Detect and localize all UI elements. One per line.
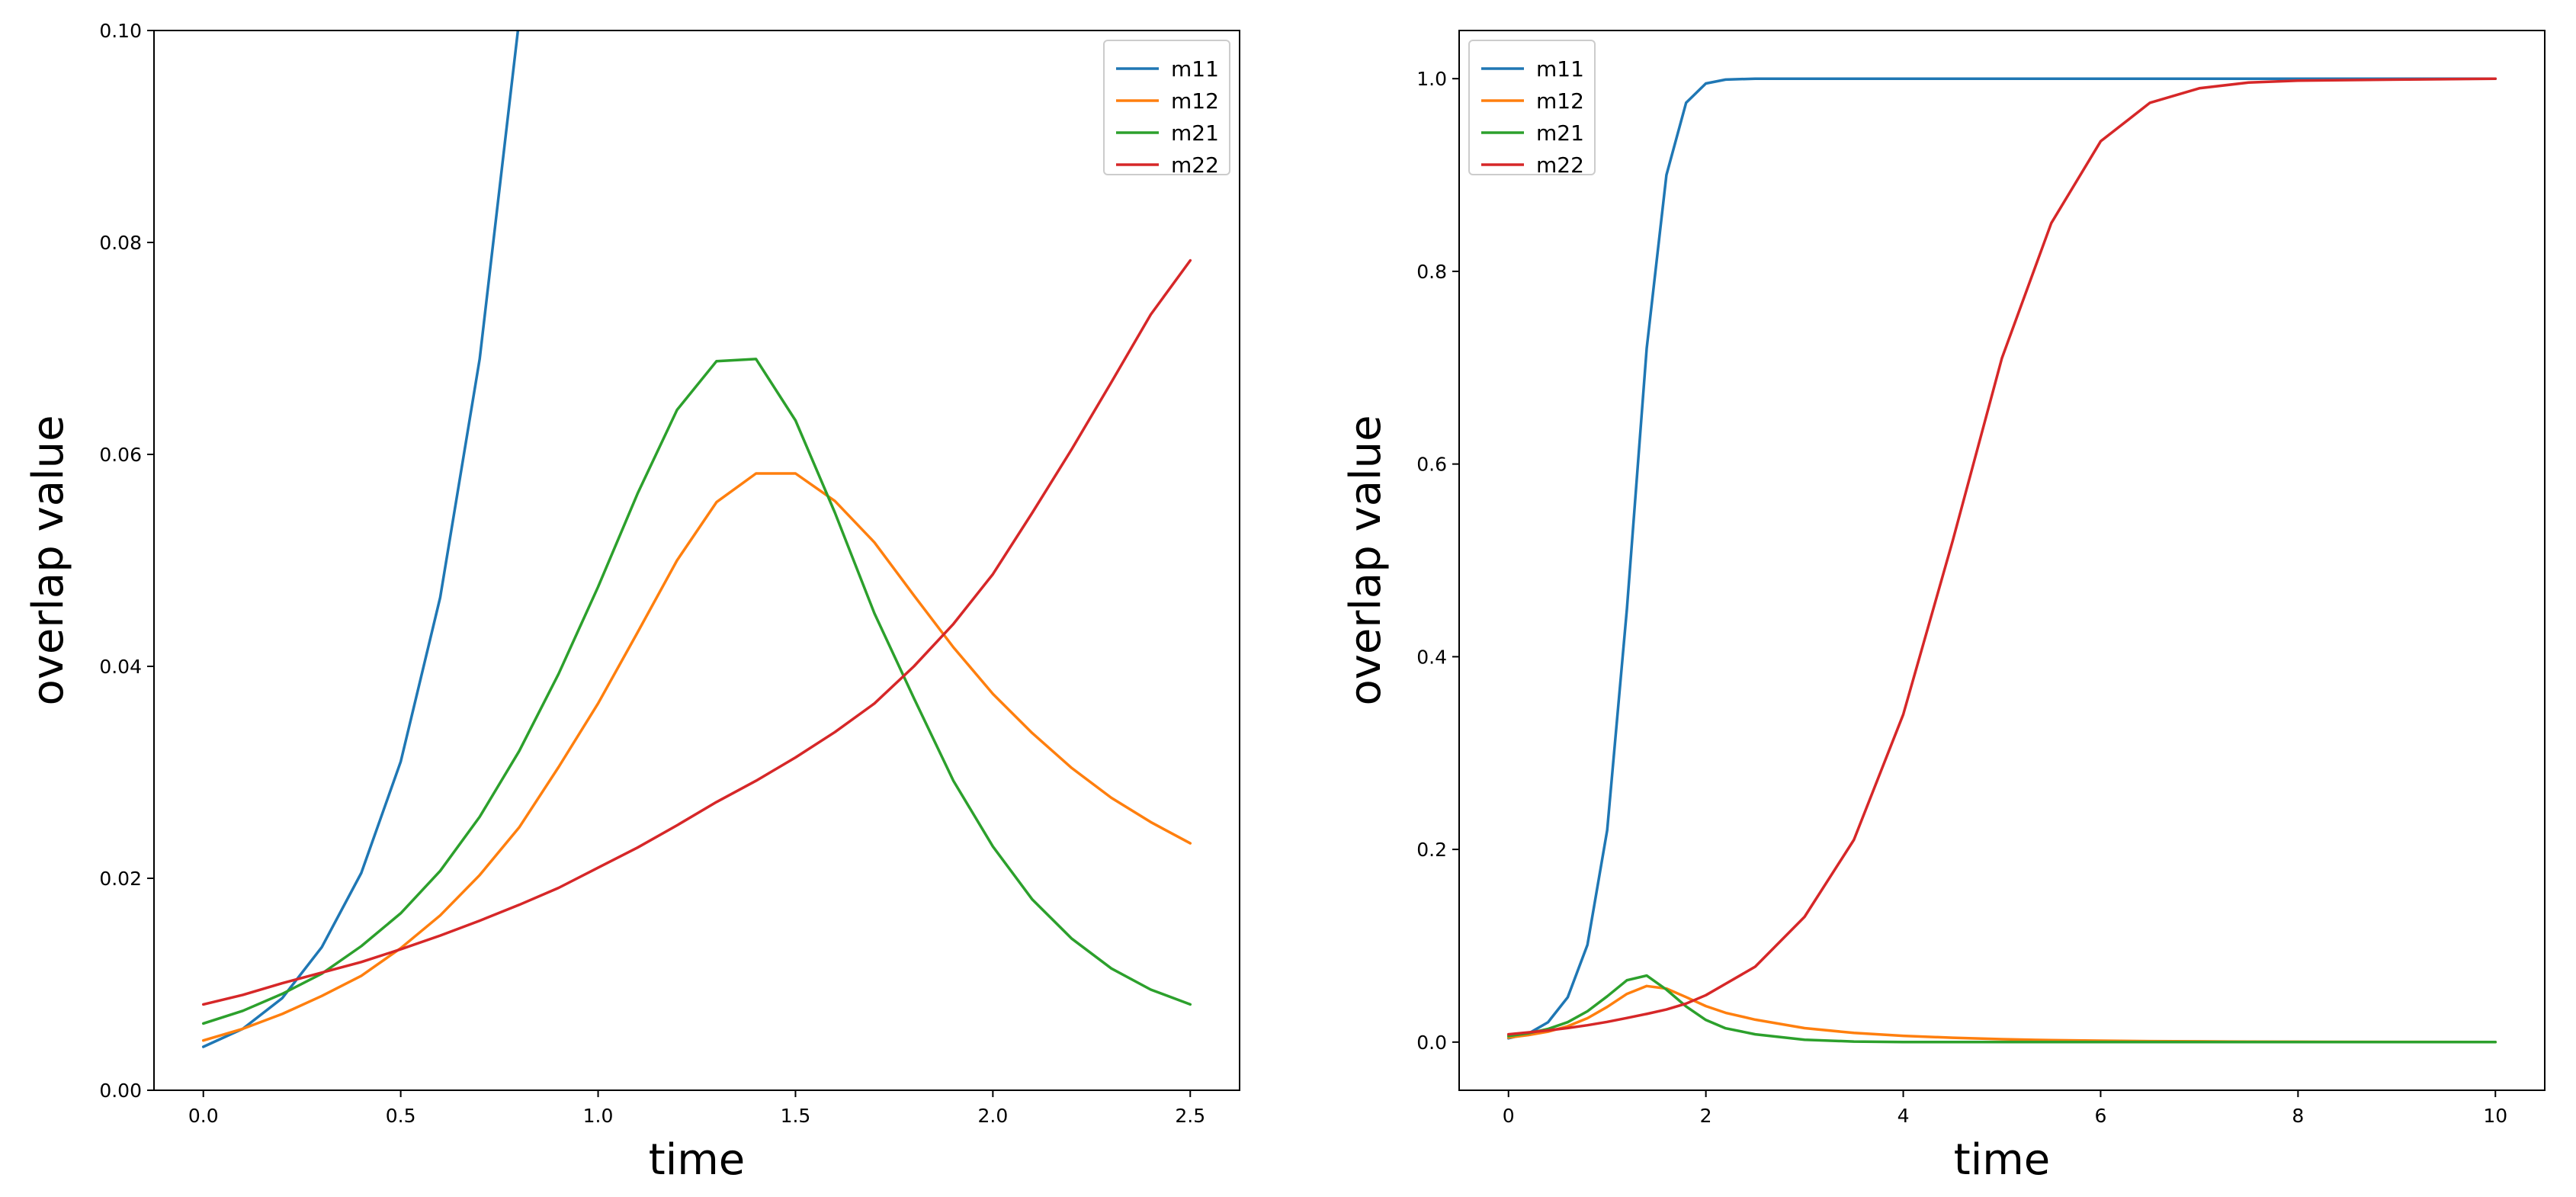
axes-frame [153, 30, 1240, 1091]
y-tick-label: 0.8 [1416, 261, 1447, 283]
series-group [201, 30, 1192, 1048]
legend: m11 m12 m21 m22 [1103, 40, 1230, 178]
x-tick-label: 0.0 [188, 1105, 219, 1127]
x-tick-label: 6 [2095, 1105, 2107, 1127]
legend-label-m12: m12 [1536, 88, 1584, 114]
y-tick-label: 1.0 [1416, 68, 1447, 90]
x-axis-label: time [649, 1135, 746, 1185]
y-tick-label: 0.6 [1416, 454, 1447, 476]
series-line-m21 [1506, 974, 2497, 1044]
x-tick-label: 2 [1700, 1105, 1712, 1127]
series-line-m22 [201, 258, 1192, 1006]
x-tick-label: 1.0 [583, 1105, 614, 1127]
legend-label-m22: m22 [1171, 152, 1219, 178]
x-tick-label: 0.5 [386, 1105, 416, 1127]
legend-box [1468, 40, 1596, 175]
x-tick-label: 1.5 [781, 1105, 811, 1127]
x-tick-label: 10 [2483, 1105, 2507, 1127]
y-tick-label: 0.04 [99, 656, 142, 678]
chart-panel-2: 0 2 4 6 8 10 0.0 0.2 0.4 0.6 0.8 1.0 time overlap val… [1341, 30, 2546, 1185]
legend-box [1103, 40, 1230, 175]
y-tick-label: 0.08 [99, 232, 142, 254]
y-tick-label: 0.00 [99, 1080, 142, 1102]
x-axis-label: time [1954, 1135, 2051, 1185]
x-tick-label: 0 [1503, 1105, 1515, 1127]
x-tick-label: 2.0 [977, 1105, 1008, 1127]
series-line-m11 [1506, 77, 2497, 1040]
chart-panel-1: 0.0 0.5 1.0 1.5 2.0 2.5 0.00 0.02 0.04 0.06 0.08 0.… [24, 20, 1240, 1185]
y-tick-label: 0.4 [1416, 646, 1447, 668]
y-tick-label: 0.02 [99, 868, 142, 890]
series-line-m22 [1506, 77, 2497, 1036]
legend-label-m21: m21 [1536, 120, 1584, 146]
legend-label-m22: m22 [1536, 152, 1584, 178]
y-tick-label: 0.2 [1416, 839, 1447, 861]
x-tick-label: 4 [1898, 1105, 1910, 1127]
y-tick-label: 0.10 [99, 20, 142, 42]
legend-label-m12: m12 [1171, 88, 1219, 114]
series-line-m12 [1506, 984, 2497, 1044]
x-tick-label: 8 [2292, 1105, 2304, 1127]
series-group [1506, 77, 2497, 1044]
x-tick-label: 2.5 [1175, 1105, 1205, 1127]
legend-label-m21: m21 [1171, 120, 1219, 146]
y-tick-label: 0.06 [99, 444, 142, 466]
legend-label-m11: m11 [1536, 56, 1584, 82]
legend: m11 m12 m21 m22 [1468, 40, 1596, 178]
axes-frame [1458, 30, 2546, 1091]
series-line-m11 [201, 30, 520, 1048]
y-axis-label: overlap value [1341, 415, 1391, 705]
legend-label-m11: m11 [1171, 56, 1219, 82]
series-line-m21 [201, 358, 1192, 1025]
y-axis-label: overlap value [24, 415, 73, 705]
series-line-m12 [201, 472, 1192, 1042]
y-tick-label: 0.0 [1416, 1032, 1447, 1054]
